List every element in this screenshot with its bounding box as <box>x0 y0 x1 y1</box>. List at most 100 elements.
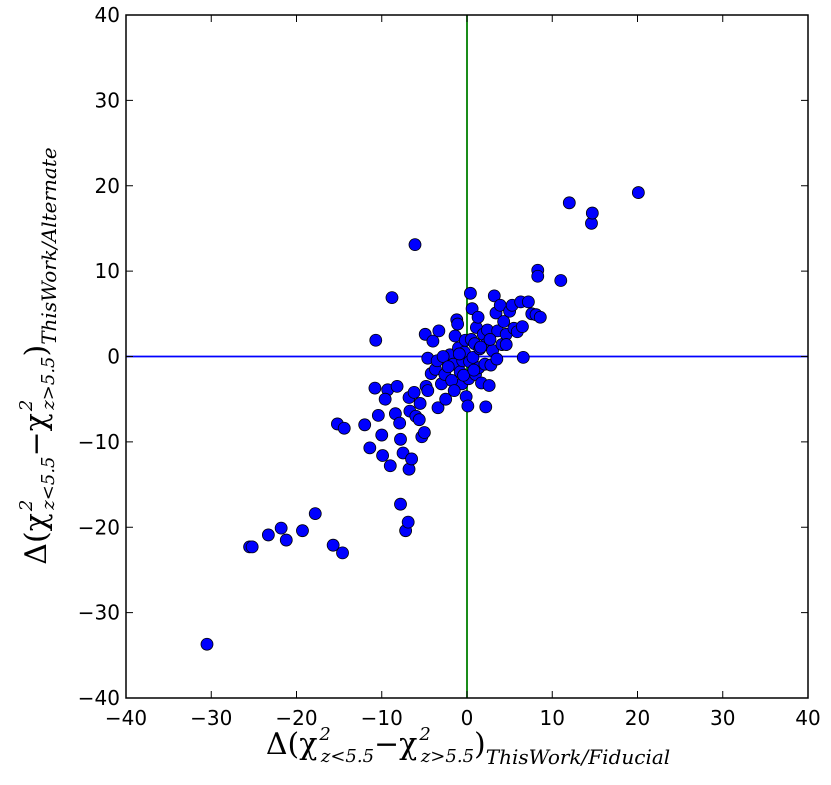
data-point <box>326 538 340 552</box>
data-point <box>631 186 645 199</box>
x-tick-label: −10 <box>361 706 403 730</box>
y-tick-label: 20 <box>95 174 120 198</box>
data-point <box>562 196 576 210</box>
data-point <box>554 274 568 287</box>
y-label-prefix: Δ(χ <box>19 513 54 565</box>
data-point <box>369 333 383 347</box>
data-point <box>279 533 293 547</box>
data-point <box>466 350 480 364</box>
data-point <box>471 310 485 324</box>
data-point <box>487 289 501 303</box>
y-label-sub3: ThisWork/Alternate <box>37 147 61 345</box>
y-tick-label: 0 <box>107 345 120 369</box>
x-axis-label: Δ(χ 2 z<5.5−χ 2 z>5.5)ThisWork/Fiducial <box>266 724 670 769</box>
data-point <box>516 350 530 364</box>
axis-ticks: −40 −30 −20 −10 0 10 20 30 40 −40 −30 −20 −10 0 10 20 30… <box>78 3 821 730</box>
data-point <box>200 637 214 651</box>
data-point <box>490 352 504 366</box>
data-point <box>451 317 465 331</box>
x-tick-label: −40 <box>105 706 147 730</box>
data-point <box>533 310 547 324</box>
data-point <box>521 295 535 309</box>
x-tick-label: 10 <box>540 706 565 730</box>
data-point <box>474 340 488 354</box>
x-label-prefix: Δ(χ <box>266 727 318 762</box>
data-point <box>482 379 496 392</box>
data-point <box>432 324 446 338</box>
data-point <box>461 399 475 413</box>
data-point <box>467 363 481 377</box>
data-point <box>358 418 372 432</box>
x-tick-label: 20 <box>625 706 650 730</box>
x-label-close: ) <box>474 727 486 762</box>
data-point <box>431 401 445 415</box>
y-label-mid: −χ <box>19 413 54 456</box>
data-point <box>368 381 382 395</box>
x-label-sub3: ThisWork/Fiducial <box>486 745 670 769</box>
data-point <box>447 384 461 398</box>
x-tick-label: −20 <box>275 706 317 730</box>
y-tick-label: 10 <box>95 259 120 283</box>
x-tick-label: 30 <box>710 706 735 730</box>
data-point <box>412 413 426 427</box>
data-point <box>413 397 427 410</box>
data-point <box>483 333 497 346</box>
data-point <box>375 428 389 442</box>
y-tick-label: 30 <box>95 88 120 112</box>
data-point <box>245 540 259 554</box>
data-point <box>390 379 404 393</box>
x-tick-label: 40 <box>795 706 820 730</box>
data-point <box>405 452 418 466</box>
data-point <box>363 441 377 455</box>
y-label-sub2: z>5.5 <box>38 357 59 411</box>
y-tick-label: −30 <box>78 601 120 625</box>
data-point <box>407 385 421 399</box>
x-tick-label: −30 <box>190 706 232 730</box>
data-point <box>371 409 385 422</box>
data-point <box>394 432 407 446</box>
x-label-mid: −χ <box>374 727 417 762</box>
data-point <box>385 291 399 304</box>
data-point <box>499 338 513 351</box>
data-point <box>457 368 470 382</box>
data-point <box>378 392 392 406</box>
x-label-sup1: 2 <box>318 724 330 745</box>
y-label-sup1: 2 <box>16 500 37 512</box>
data-point <box>497 315 511 328</box>
data-points <box>200 186 645 651</box>
data-point <box>394 497 407 511</box>
y-axis-label: Δ(χ2z<5.5−χ2z>5.5)ThisWork/Alternate <box>16 147 61 564</box>
x-tick-label: 0 <box>461 706 474 730</box>
y-tick-label: −10 <box>78 430 120 454</box>
y-tick-label: −40 <box>78 686 120 710</box>
y-label-close: ) <box>19 345 54 357</box>
data-point <box>426 334 440 348</box>
x-label-sub1: z<5.5 <box>320 746 374 767</box>
data-point <box>585 206 599 220</box>
data-point <box>393 416 407 430</box>
data-point <box>337 421 351 435</box>
data-point <box>464 286 477 300</box>
x-label-sub2: z>5.5 <box>420 746 474 767</box>
y-tick-label: 40 <box>95 3 120 27</box>
data-point <box>376 449 390 462</box>
data-point <box>441 360 455 374</box>
data-point <box>308 507 322 520</box>
data-point <box>261 528 275 542</box>
y-label-sup2: 2 <box>16 400 37 412</box>
data-point <box>408 238 422 252</box>
data-point <box>417 426 431 439</box>
data-point <box>401 515 415 529</box>
data-point <box>531 269 545 283</box>
data-point <box>436 350 450 363</box>
x-label-sup2: 2 <box>418 724 430 745</box>
data-point <box>336 546 349 560</box>
data-point <box>516 320 529 334</box>
data-point <box>421 384 435 398</box>
data-point <box>452 347 466 361</box>
y-label-sub1: z<5.5 <box>38 456 59 510</box>
data-point <box>274 521 288 535</box>
y-tick-label: −20 <box>78 515 120 539</box>
data-point <box>479 400 493 414</box>
